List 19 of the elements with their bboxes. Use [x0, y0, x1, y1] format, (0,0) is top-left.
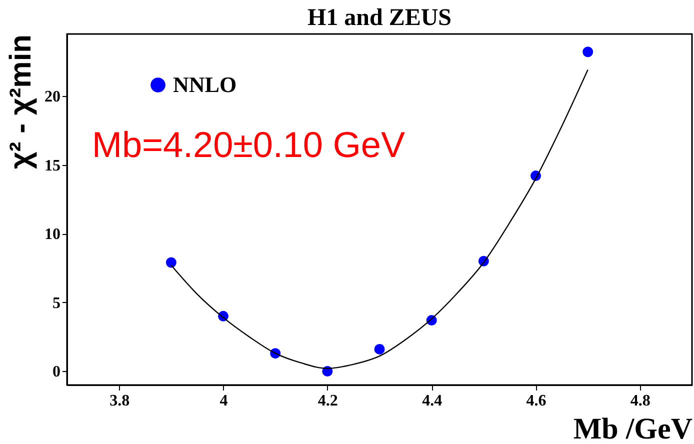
- y-tick-label: 5: [52, 294, 60, 312]
- point: [582, 46, 594, 58]
- x-tick-label: 4.2: [318, 392, 338, 410]
- point: [374, 344, 385, 354]
- x-tick-label: 4.6: [526, 392, 546, 410]
- y-tick-label: 20: [44, 88, 60, 106]
- x-tick-label: 4.4: [422, 392, 442, 410]
- annotation: Mb=4.20±0.10 GeV: [92, 124, 405, 165]
- x-tick-label: 3.8: [110, 392, 130, 410]
- y-tick-label: 0: [52, 364, 60, 381]
- point: [166, 257, 176, 268]
- x-tick-label: 4.8: [630, 392, 650, 410]
- x-tick-label: 4: [220, 392, 228, 410]
- x-axis-title: Mb /GeV: [573, 412, 693, 444]
- y-tick-label: 15: [44, 157, 60, 174]
- chart-title: H1 and ZEUS: [307, 5, 452, 31]
- y-axis-title: χ² - χ²min: [4, 34, 38, 170]
- legend-label: NNLO: [173, 72, 237, 97]
- y-tick-label: 10: [44, 226, 60, 244]
